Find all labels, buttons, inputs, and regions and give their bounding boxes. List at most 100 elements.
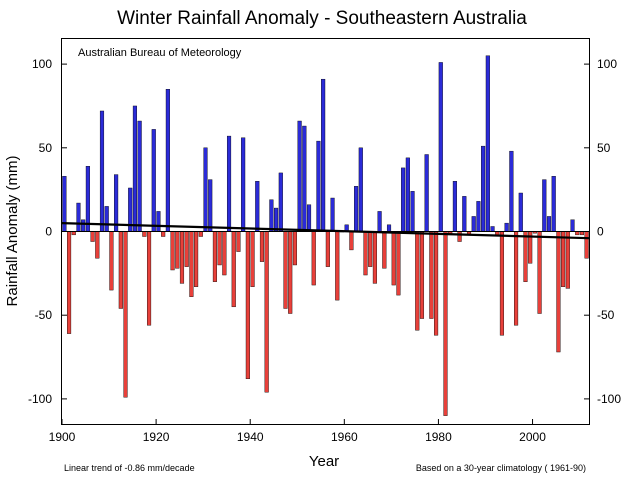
bar-1922: [165, 89, 170, 232]
bar-2009: [575, 231, 580, 236]
bar-1945: [274, 207, 279, 232]
bar-1967: [377, 211, 382, 232]
bar-1902: [71, 231, 76, 236]
bar-1973: [405, 157, 410, 232]
bar-1950: [297, 120, 302, 232]
x-tick-label: 1960: [331, 430, 358, 444]
bar-1997: [518, 192, 523, 232]
bar-1988: [476, 201, 481, 232]
bar-1966: [372, 231, 377, 284]
bar-1947: [283, 231, 288, 309]
bar-1929: [198, 231, 203, 237]
bar-1972: [401, 167, 406, 232]
bar-1987: [471, 216, 476, 232]
bar-1969: [386, 224, 392, 232]
bar-1976: [419, 231, 425, 319]
bar-2011: [584, 231, 589, 259]
bar-1928: [194, 231, 199, 287]
bar-1992: [495, 231, 500, 236]
bar-1961: [349, 231, 354, 251]
bar-1964: [363, 231, 368, 276]
bars-group: [62, 55, 589, 416]
bar-1903: [76, 202, 81, 232]
x-tick-label: 1980: [425, 430, 452, 444]
bar-1927: [189, 231, 194, 297]
footer-climatology-note: Based on a 30-year climatology ( 1961-90…: [416, 463, 586, 473]
y-tick-label-left: 50: [39, 141, 53, 155]
bar-1979: [434, 231, 439, 336]
bar-2003: [546, 216, 552, 232]
bar-1991: [490, 226, 495, 232]
x-tick-label: 1920: [143, 430, 170, 444]
bar-2001: [537, 231, 542, 314]
bar-1933: [217, 231, 222, 266]
bar-2004: [551, 176, 556, 232]
bar-1978: [429, 231, 434, 319]
x-tick-label: 2000: [519, 430, 546, 444]
bar-1981: [443, 231, 448, 416]
bar-1962: [354, 186, 359, 232]
bar-1952: [306, 204, 312, 232]
x-tick-label: 1900: [49, 430, 76, 444]
bar-1938: [241, 137, 246, 232]
y-axis-label: Rainfall Anomaly (mm): [4, 156, 21, 307]
bar-1910: [109, 231, 114, 291]
y-tick-label-left: -50: [35, 308, 53, 322]
bar-1995: [509, 150, 514, 232]
bar-1974: [410, 191, 415, 232]
bar-1931: [208, 179, 213, 232]
bar-1990: [485, 55, 490, 232]
bar-1925: [179, 231, 185, 284]
bar-1965: [368, 231, 373, 267]
bar-1916: [137, 120, 142, 232]
bar-1980: [438, 62, 443, 232]
bar-1913: [123, 231, 128, 398]
bar-2010: [579, 231, 584, 236]
bar-1958: [335, 231, 340, 301]
y-tick-label-right: 50: [597, 141, 611, 155]
bar-1940: [250, 231, 255, 287]
bar-1909: [104, 206, 109, 232]
bar-1906: [90, 231, 95, 242]
bar-1985: [462, 196, 467, 232]
y-tick-label-right: 0: [597, 225, 604, 239]
y-tick-label-right: -100: [597, 392, 621, 406]
bar-1934: [222, 231, 227, 276]
bar-1957: [330, 197, 335, 232]
bar-1904: [81, 219, 86, 232]
bar-1998: [523, 231, 528, 282]
bar-1970: [391, 231, 396, 286]
bar-1948: [288, 231, 293, 314]
bar-1908: [99, 110, 105, 232]
bar-1932: [212, 231, 217, 282]
bar-1911: [114, 174, 119, 232]
bar-1919: [151, 129, 156, 232]
bar-1907: [95, 231, 100, 259]
bar-1953: [311, 231, 316, 286]
bar-1943: [264, 231, 269, 393]
x-axis-label: Year: [309, 453, 339, 470]
y-tick-label-left: 0: [45, 225, 52, 239]
bar-1994: [504, 222, 509, 232]
bar-1918: [146, 231, 152, 326]
bar-1954: [316, 140, 321, 232]
y-tick-label-right: 100: [597, 57, 617, 71]
bar-1971: [396, 231, 401, 296]
bar-1939: [245, 231, 250, 380]
y-tick-label-right: -50: [597, 308, 615, 322]
bar-1968: [382, 231, 387, 269]
bar-1956: [325, 231, 330, 267]
bar-1946: [278, 172, 283, 232]
bar-1949: [292, 231, 297, 266]
bar-1936: [231, 231, 236, 308]
bar-2005: [556, 231, 561, 353]
bar-1915: [132, 105, 137, 232]
bar-1977: [424, 154, 429, 232]
bar-1917: [142, 231, 147, 237]
trend-group: [61, 222, 590, 240]
bar-2007: [565, 231, 570, 289]
trend-line: [61, 222, 590, 240]
bar-1912: [118, 231, 123, 309]
bar-1905: [85, 166, 90, 232]
bar-1924: [175, 231, 180, 269]
